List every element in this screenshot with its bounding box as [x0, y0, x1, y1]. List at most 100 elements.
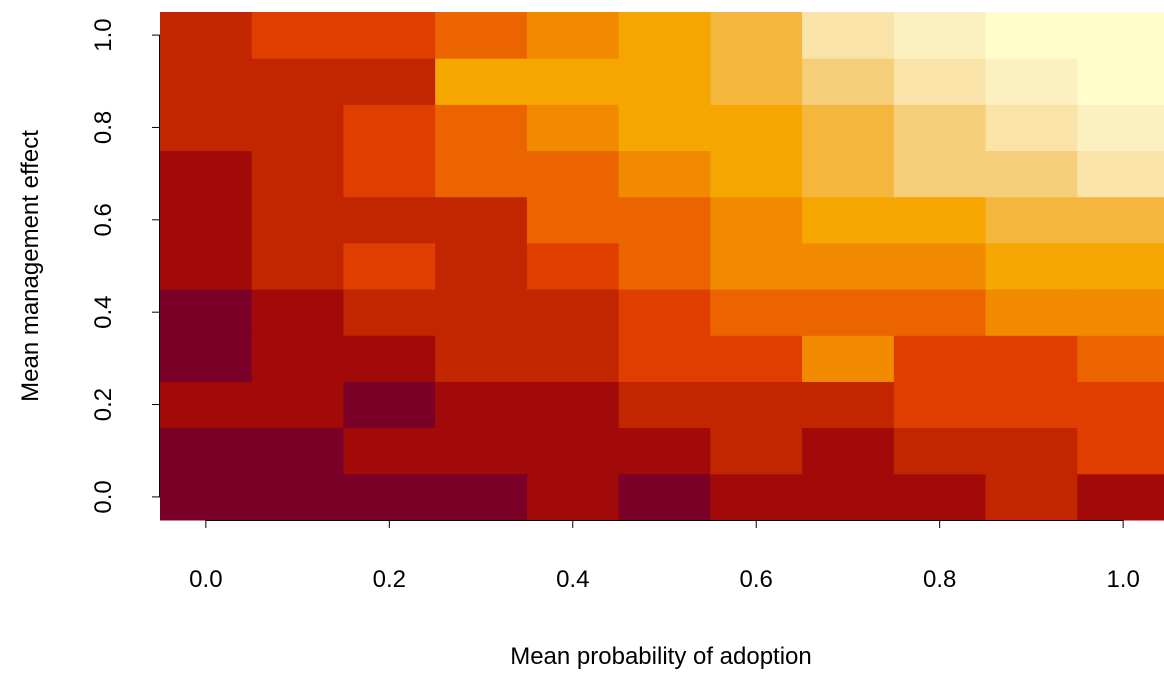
heatmap-cell [985, 289, 1078, 336]
heatmap-cell [710, 196, 803, 244]
heatmap-cell [893, 381, 987, 429]
heatmap-cell [1077, 289, 1164, 336]
heatmap-cell [435, 58, 528, 105]
heatmap-cell [251, 12, 344, 59]
heatmap-cell [1077, 12, 1164, 59]
heatmap-cell [435, 12, 528, 59]
heatmap-cell [985, 104, 1078, 152]
heatmap-cell [710, 104, 803, 152]
heatmap-cell [160, 58, 253, 105]
x-tick-label: 0.6 [740, 566, 773, 593]
heatmap-cell [985, 427, 1078, 475]
heatmap-cell [435, 104, 528, 152]
heatmap-cell [251, 427, 344, 475]
heatmap-cell [526, 473, 620, 521]
heatmap-cell [526, 58, 620, 105]
heatmap-cell [618, 335, 711, 382]
heatmap-cell [618, 150, 711, 198]
x-tick-label: 1.0 [1106, 566, 1139, 593]
heatmap-cell [985, 196, 1078, 244]
heatmap-cell [802, 381, 895, 429]
heatmap-cell [893, 104, 987, 152]
heatmap-cell [618, 104, 711, 152]
heatmap-cell [985, 335, 1078, 382]
y-axis-label: Mean management effect [17, 130, 44, 402]
heatmap-cell [160, 150, 253, 198]
y-tick-label: 0.0 [90, 480, 117, 513]
heatmap-cell [618, 242, 711, 290]
heatmap-cell [435, 196, 528, 244]
heatmap-cell [710, 12, 803, 59]
heatmap-cell [343, 242, 436, 290]
heatmap-cell [526, 427, 620, 475]
heatmap-cell [1077, 196, 1164, 244]
heatmap-cell [160, 473, 253, 521]
heatmap-cell [160, 381, 253, 429]
heatmap-cell [893, 289, 987, 336]
heatmap-cell [1077, 427, 1164, 475]
heatmap-cell [160, 289, 253, 336]
heatmap-cell [1077, 242, 1164, 290]
heatmap-cell [710, 150, 803, 198]
heatmap-cell [251, 150, 344, 198]
heatmap-cell [710, 289, 803, 336]
y-tick-label: 0.2 [90, 388, 117, 421]
heatmap-cell [710, 242, 803, 290]
heatmap-cell [1077, 58, 1164, 105]
heatmap-cell [985, 242, 1078, 290]
heatmap-cell [710, 58, 803, 105]
heatmap-cell [160, 12, 253, 59]
heatmap-cell [343, 335, 436, 382]
heatmap-cell [893, 150, 987, 198]
heatmap-cell [343, 12, 436, 59]
heatmap-cell [251, 381, 344, 429]
heatmap-cell [985, 381, 1078, 429]
heatmap-cell [435, 150, 528, 198]
heatmap-cell [251, 473, 344, 521]
y-tick-label: 1.0 [90, 18, 117, 51]
heatmap-cell [1077, 104, 1164, 152]
heatmap-cell [343, 58, 436, 105]
heatmap-cell [251, 242, 344, 290]
heatmap-cell [618, 196, 711, 244]
heatmap-cell [251, 335, 344, 382]
heatmap-cell [985, 473, 1078, 521]
heatmap-cell [526, 150, 620, 198]
heatmap-cell [802, 58, 895, 105]
heatmap-cell [526, 12, 620, 59]
heatmap-cell [802, 150, 895, 198]
heatmap-cell [802, 12, 895, 59]
heatmap-cell [618, 58, 711, 105]
heatmap-cell [251, 104, 344, 152]
heatmap-cell [435, 335, 528, 382]
heatmap-cell [1077, 335, 1164, 382]
heatmap-cell [802, 335, 895, 382]
heatmap-cell [160, 196, 253, 244]
heatmap-cell [435, 289, 528, 336]
heatmap-cell [251, 58, 344, 105]
heatmap-cell [802, 104, 895, 152]
heatmap-cell [160, 335, 253, 382]
heatmap-cell [893, 58, 987, 105]
heatmap-cell [618, 12, 711, 59]
heatmap-cell [1077, 473, 1164, 521]
heatmap-cell [526, 242, 620, 290]
heatmap-cell [893, 427, 987, 475]
y-tick-label: 0.4 [90, 295, 117, 328]
heatmap-cell [710, 473, 803, 521]
heatmap-cell [985, 150, 1078, 198]
heatmap-cell [710, 381, 803, 429]
heatmap-cell [802, 427, 895, 475]
heatmap-cell [526, 381, 620, 429]
x-tick-label: 0.4 [556, 566, 589, 593]
heatmap-cell [802, 196, 895, 244]
heatmap-cell [618, 473, 711, 521]
heatmap-cell [160, 427, 253, 475]
heatmap-cell [435, 242, 528, 290]
heatmap-cell [893, 12, 987, 59]
x-tick-label: 0.0 [189, 566, 222, 593]
x-tick-label: 0.2 [373, 566, 406, 593]
heatmap-cell [251, 196, 344, 244]
